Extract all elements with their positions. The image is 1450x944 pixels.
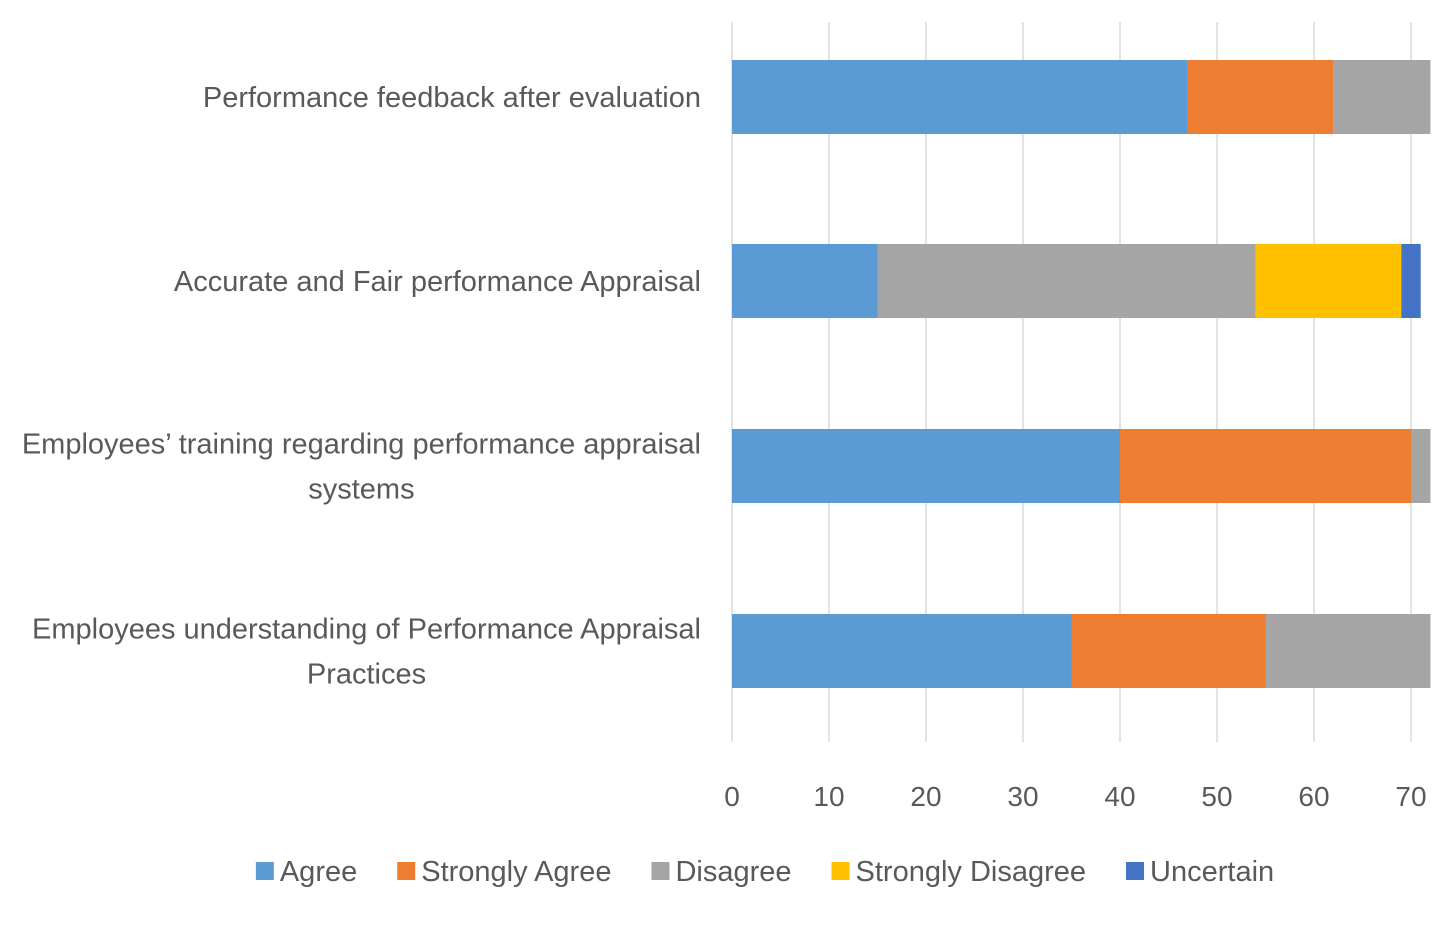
x-tick-label: 70	[1395, 781, 1426, 812]
x-tick-label: 10	[813, 781, 844, 812]
legend-item: Disagree	[651, 856, 792, 888]
legend-swatch	[1126, 862, 1145, 880]
bar-segment-strongly-disagree	[1255, 244, 1402, 318]
legend-label: Strongly Disagree	[856, 856, 1087, 888]
bar-segment-disagree	[1333, 60, 1431, 134]
legend-swatch	[831, 862, 850, 880]
x-tick-label: 60	[1298, 781, 1329, 812]
category-label: Employees understanding of Performance A…	[32, 614, 701, 646]
x-tick-label: 0	[724, 781, 740, 812]
x-tick-label: 30	[1007, 781, 1038, 812]
gridlines	[731, 22, 1412, 742]
bar-segment-disagree	[877, 244, 1256, 318]
legend-swatch	[397, 862, 416, 880]
legend-item: Uncertain	[1126, 856, 1274, 888]
category-label-continuation: systems	[308, 474, 414, 506]
bar-segment-agree	[732, 614, 1072, 688]
x-tick-label: 20	[910, 781, 941, 812]
legend-label: Disagree	[675, 856, 791, 888]
category-label: Accurate and Fair performance Appraisal	[174, 266, 701, 298]
bar-segment-disagree	[1265, 614, 1431, 688]
bar-segment-uncertain	[1401, 244, 1421, 318]
x-tick-label: 50	[1201, 781, 1232, 812]
bar-segment-strongly-agree	[1187, 60, 1334, 134]
bar-segment-agree	[732, 244, 878, 318]
bar-segment-agree	[732, 429, 1120, 503]
bar-segment-disagree	[1411, 429, 1431, 503]
bar-segment-agree	[732, 60, 1188, 134]
bar-segment-strongly-agree	[1120, 429, 1411, 503]
legend-swatch	[651, 862, 670, 880]
legend-label: Agree	[280, 856, 357, 888]
legend-label: Strongly Agree	[421, 856, 611, 888]
bars	[732, 60, 1431, 688]
x-tick-label: 40	[1104, 781, 1135, 812]
legend-label: Uncertain	[1150, 856, 1274, 888]
category-label: Performance feedback after evaluation	[203, 82, 701, 114]
axes: 0 10 20 30 40 50 60 70 Performance feedback afte…	[22, 82, 1427, 812]
legend-item: Agree	[255, 856, 357, 888]
category-label-continuation: Practices	[307, 659, 426, 691]
legend-swatch	[255, 862, 274, 880]
bar-segment-strongly-agree	[1071, 614, 1266, 688]
category-label: Employees’ training regarding performanc…	[22, 429, 701, 461]
legend-item: Strongly Disagree	[831, 856, 1087, 888]
legend-item: Strongly Agree	[397, 856, 611, 888]
legend: Agree Strongly Agree Disagree Strongly Disa…	[255, 856, 1274, 888]
